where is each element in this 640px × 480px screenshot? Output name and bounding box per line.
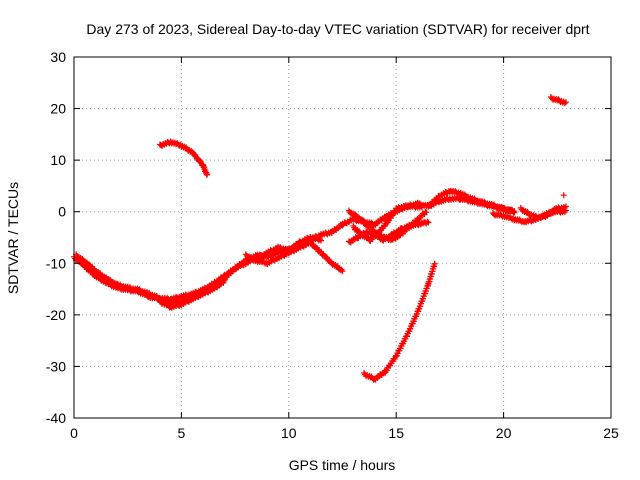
data-point bbox=[510, 209, 517, 216]
data-point bbox=[562, 99, 569, 106]
data-point bbox=[561, 100, 568, 107]
gridlines bbox=[74, 57, 611, 418]
y-tick-label: 10 bbox=[50, 152, 66, 168]
data-point bbox=[418, 204, 425, 211]
y-axis-label: SDTVAR / TECUs bbox=[5, 182, 21, 294]
series-arc-10 bbox=[517, 203, 569, 222]
series-arc-11 bbox=[156, 138, 211, 178]
series-arc-7 bbox=[350, 202, 425, 244]
y-tick-label: -10 bbox=[46, 255, 66, 271]
x-axis-label: GPS time / hours bbox=[289, 457, 396, 473]
series-arc-14 bbox=[560, 192, 567, 199]
y-tick-label: -20 bbox=[46, 307, 66, 323]
data-point bbox=[431, 260, 438, 267]
plot-frame bbox=[73, 56, 612, 419]
data-point bbox=[316, 236, 323, 243]
series-arc-5 bbox=[345, 218, 432, 246]
data-point bbox=[417, 203, 424, 210]
y-tick-label: -30 bbox=[46, 358, 66, 374]
y-tick-label: 30 bbox=[50, 49, 66, 65]
data-point bbox=[423, 209, 430, 216]
data-point bbox=[221, 277, 228, 284]
series-arc-2 bbox=[73, 233, 325, 304]
chart-title: Day 273 of 2023, Sidereal Day-to-day VTE… bbox=[86, 21, 589, 37]
y-axis-ticks: -40 -30 -20 -10 0 10 20 30 bbox=[46, 49, 611, 426]
data-point bbox=[425, 219, 432, 226]
series-arc-3 bbox=[156, 277, 228, 311]
y-tick-label: -40 bbox=[46, 410, 66, 426]
y-tick-label: 0 bbox=[58, 204, 66, 220]
x-tick-label: 10 bbox=[281, 425, 297, 441]
data-points bbox=[71, 94, 569, 383]
data-point bbox=[560, 192, 567, 199]
data-point bbox=[318, 237, 325, 244]
data-point bbox=[339, 268, 346, 275]
x-axis-ticks: 0 5 10 15 20 25 bbox=[70, 57, 619, 441]
series-arc-4 bbox=[242, 238, 346, 275]
data-point bbox=[511, 208, 518, 215]
series-arc-8 bbox=[425, 187, 518, 216]
x-tick-label: 0 bbox=[70, 425, 78, 441]
x-tick-label: 5 bbox=[178, 425, 186, 441]
series-arc-13 bbox=[547, 94, 569, 107]
series-arc-12 bbox=[360, 260, 438, 383]
data-point bbox=[204, 171, 211, 178]
x-tick-label: 20 bbox=[496, 425, 512, 441]
data-point bbox=[562, 203, 569, 210]
y-tick-label: 20 bbox=[50, 101, 66, 117]
x-tick-label: 15 bbox=[388, 425, 404, 441]
x-tick-label: 25 bbox=[603, 425, 619, 441]
data-point bbox=[424, 218, 431, 225]
